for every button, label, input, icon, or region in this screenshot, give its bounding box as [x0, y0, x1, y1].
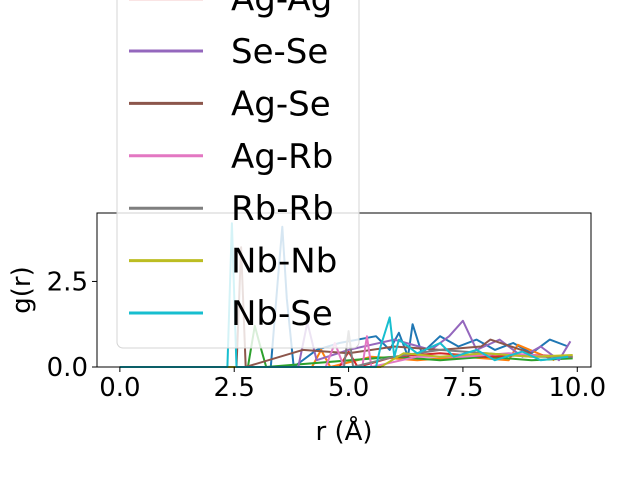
x-tick-label: 2.5 [214, 373, 255, 403]
legend-label: Ag-Se [231, 84, 331, 124]
legend: Ag-Ag Se-Se Ag-Se Ag-Rb Rb-Rb Nb-Nb Nb-Se [116, 0, 360, 349]
series-line-7 [119, 335, 555, 368]
y-tick-label: 0.0 [47, 353, 88, 383]
legend-label: Ag-Rb [231, 137, 333, 177]
legend-label: Rb-Rb [231, 189, 334, 229]
legend-label: Nb-Nb [231, 242, 337, 282]
legend-label: Se-Se [231, 32, 328, 72]
y-axis-label: g(r) [7, 266, 37, 313]
x-axis-label: r (Å) [315, 415, 372, 447]
legend-label: Ag-Ag [231, 0, 332, 20]
x-tick-label: 7.5 [442, 373, 483, 403]
legend-label: Nb-Se [231, 294, 333, 334]
x-tick-label: 0.0 [99, 373, 140, 403]
x-tick-label: 5.0 [328, 373, 369, 403]
x-tick-label: 10.0 [548, 373, 606, 403]
y-tick-label: 2.5 [47, 267, 88, 297]
ticks-layer: 0.0 2.5 5.0 7.5 10.0 0.0 2.5 [47, 267, 607, 403]
